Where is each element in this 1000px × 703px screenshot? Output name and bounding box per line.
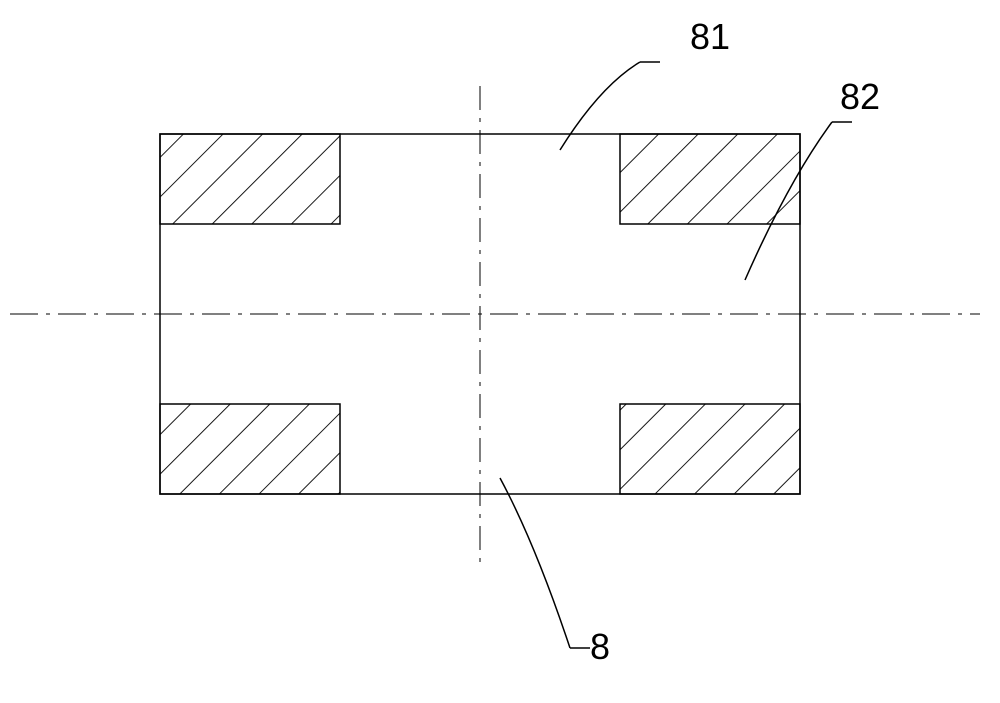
label-82: 82 [840,76,880,117]
label-8: 8 [590,626,610,667]
diagram-svg: 81 82 8 [0,0,1000,703]
diagram-canvas: 81 82 8 [0,0,1000,703]
label-81: 81 [690,16,730,57]
